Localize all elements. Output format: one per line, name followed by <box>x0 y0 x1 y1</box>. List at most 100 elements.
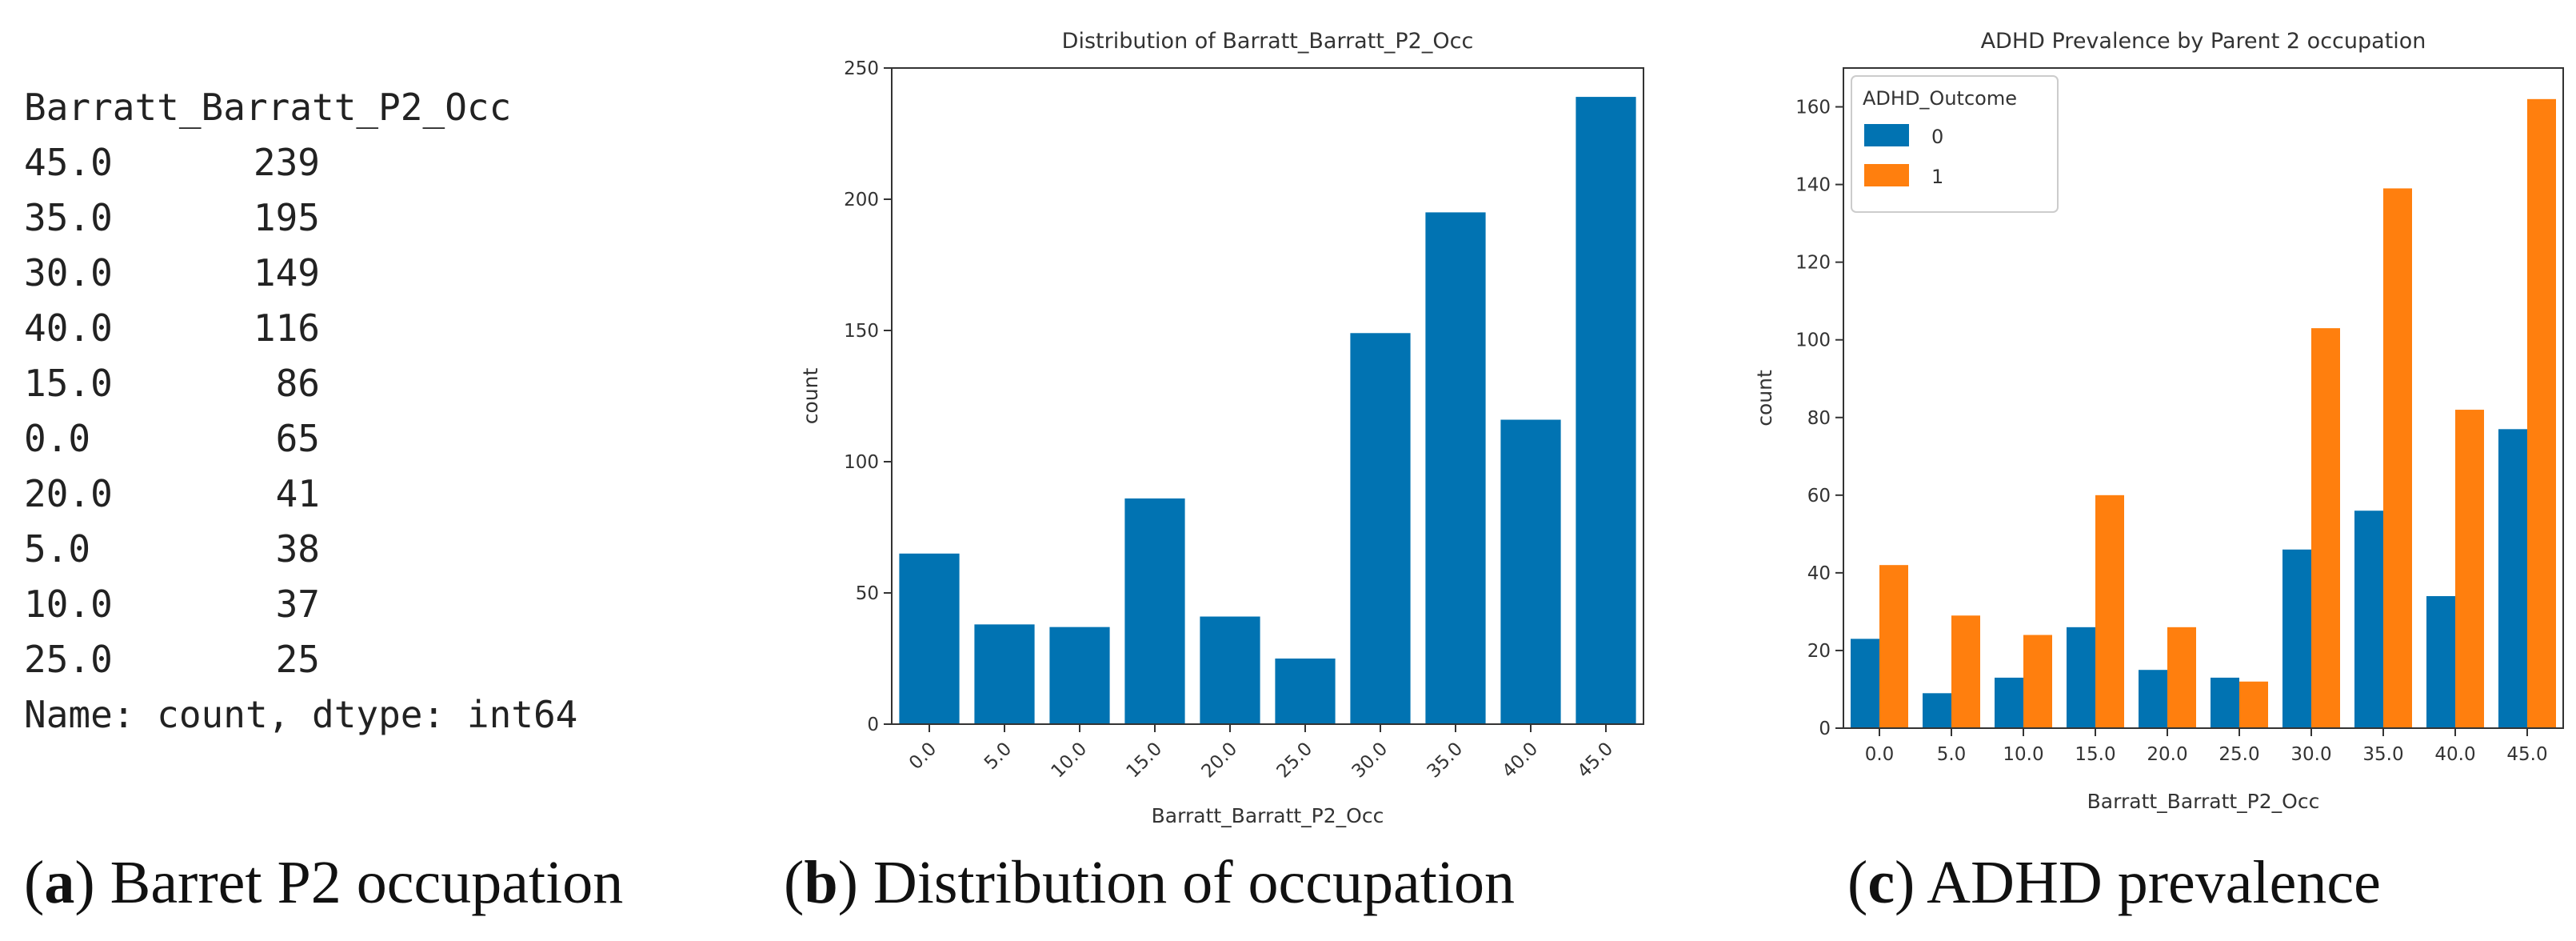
output-row: 30.0 149 <box>24 246 744 301</box>
bar-series-1 <box>1879 565 1908 728</box>
output-row-key: 30.0 <box>24 251 113 294</box>
adhd-prevalence-chart: ADHD Prevalence by Parent 2 occupation 0 2… <box>1753 29 2564 813</box>
x-axis-label: Barratt_Barratt_P2_Occ <box>1152 804 1384 827</box>
y-tick-label: 80 <box>1807 408 1831 429</box>
y-tick-label: 100 <box>844 452 879 473</box>
caption-c-text: ADHD prevalence <box>1927 849 2381 916</box>
x-tick-label: 45.0 <box>1574 739 1618 783</box>
legend-swatch <box>1864 124 1909 146</box>
legend-title: ADHD_Outcome <box>1863 87 2017 110</box>
y-tick-label: 20 <box>1807 641 1831 662</box>
distribution-chart: Distribution of Barratt_Barratt_P2_Occ 0 5… <box>799 29 1644 827</box>
bar-series-1 <box>2239 681 2268 728</box>
output-row: 15.0 86 <box>24 356 744 411</box>
bar <box>1275 659 1336 724</box>
bar <box>1425 212 1486 724</box>
y-tick-label: 0 <box>867 715 879 735</box>
bar-series-1 <box>1951 615 1980 728</box>
y-tick-label: 40 <box>1807 563 1831 584</box>
output-row-value: 37 <box>275 583 320 626</box>
value-counts-output: Barratt_Barratt_P2_Occ 45.0 239 35.0 195 30.… <box>24 80 744 744</box>
y-tick-label: 60 <box>1807 486 1831 507</box>
bar <box>1500 419 1561 724</box>
caption-c-letter: c <box>1867 849 1895 916</box>
output-row-key: 40.0 <box>24 306 113 350</box>
y-tick-label: 100 <box>1795 330 1831 351</box>
caption-b: (b) Distribution of occupation <box>784 849 1515 916</box>
bar-series-1 <box>2095 495 2124 728</box>
x-tick-label: 40.0 <box>1499 739 1543 783</box>
y-axis-label: count <box>799 368 822 425</box>
output-row-value: 149 <box>253 251 320 294</box>
x-tick-label: 35.0 <box>1424 739 1468 783</box>
output-row-value: 239 <box>253 141 320 184</box>
chart-title: Distribution of Barratt_Barratt_P2_Occ <box>1062 29 1474 54</box>
bar-series-0 <box>1851 639 1879 728</box>
caption-b-text: Distribution of occupation <box>873 849 1515 916</box>
y-tick-label: 160 <box>1795 98 1831 118</box>
bar <box>1350 333 1411 724</box>
x-tick-label: 30.0 <box>2290 744 2331 765</box>
y-tick-label: 0 <box>1819 719 1831 739</box>
bar-series-0 <box>2354 511 2383 728</box>
output-row: 35.0 195 <box>24 190 744 246</box>
legend-swatch <box>1864 164 1909 186</box>
bar-series-0 <box>2139 670 2167 728</box>
legend-label: 0 <box>1931 126 1943 148</box>
x-tick-label: 45.0 <box>2506 744 2547 765</box>
output-row-key: 0.0 <box>24 417 91 460</box>
output-row-value: 86 <box>275 362 320 405</box>
output-row-value: 195 <box>253 196 320 239</box>
bar-series-0 <box>1995 677 2023 728</box>
output-row: 20.0 41 <box>24 466 744 522</box>
x-tick-label: 10.0 <box>1048 739 1092 783</box>
output-header: Barratt_Barratt_P2_Occ <box>24 86 512 129</box>
output-row-key: 35.0 <box>24 196 113 239</box>
output-row-value: 41 <box>275 472 320 515</box>
output-footer: Name: count, dtype: int64 <box>24 693 578 736</box>
x-tick-label: 40.0 <box>2434 744 2475 765</box>
x-tick-label: 35.0 <box>2362 744 2403 765</box>
x-tick-label: 30.0 <box>1348 739 1392 783</box>
caption-a-text: Barret P2 occupation <box>110 849 624 916</box>
bar-series-1 <box>2527 98 2556 728</box>
output-rows: 45.0 239 35.0 195 30.0 149 40.0 116 15.0 86 0.0 65 2… <box>24 135 744 687</box>
output-row-key: 25.0 <box>24 638 113 681</box>
plot-frame <box>891 67 1644 725</box>
bar-series-0 <box>2067 627 2095 728</box>
y-tick-label: 140 <box>1795 175 1831 196</box>
y-tick-label: 250 <box>844 58 879 79</box>
x-tick-label: 10.0 <box>2003 744 2043 765</box>
output-row: 40.0 116 <box>24 301 744 356</box>
bar <box>899 553 960 724</box>
bar <box>974 624 1035 724</box>
bar-series-1 <box>2311 328 2340 728</box>
caption-c: (c) ADHD prevalence <box>1847 849 2381 916</box>
y-tick-label: 50 <box>856 583 879 604</box>
plot-frame <box>1843 67 2564 729</box>
caption-a-letter: a <box>44 849 75 916</box>
output-row-value: 38 <box>275 527 320 571</box>
bar-series-0 <box>2211 677 2239 728</box>
x-tick-label: 5.0 <box>980 739 1016 774</box>
output-row-value: 25 <box>275 638 320 681</box>
bar <box>1124 498 1185 724</box>
x-tick-label: 25.0 <box>1273 739 1317 783</box>
bar <box>1049 627 1110 724</box>
legend-label: 1 <box>1931 166 1943 188</box>
output-row-key: 45.0 <box>24 141 113 184</box>
caption-b-letter: b <box>804 849 838 916</box>
caption-a: (a) Barret P2 occupation <box>24 849 624 916</box>
bar-series-1 <box>2455 410 2484 728</box>
bar-series-0 <box>2498 429 2527 728</box>
bar-series-1 <box>2383 188 2412 729</box>
bar-series-0 <box>2426 596 2455 728</box>
output-row-key: 10.0 <box>24 583 113 626</box>
x-tick-label: 15.0 <box>1123 739 1167 783</box>
x-tick-label: 0.0 <box>1865 744 1895 765</box>
x-tick-label: 20.0 <box>1198 739 1242 783</box>
bar-series-1 <box>2023 635 2052 728</box>
output-row: 5.0 38 <box>24 522 744 577</box>
x-tick-label: 25.0 <box>2219 744 2259 765</box>
output-row-key: 15.0 <box>24 362 113 405</box>
